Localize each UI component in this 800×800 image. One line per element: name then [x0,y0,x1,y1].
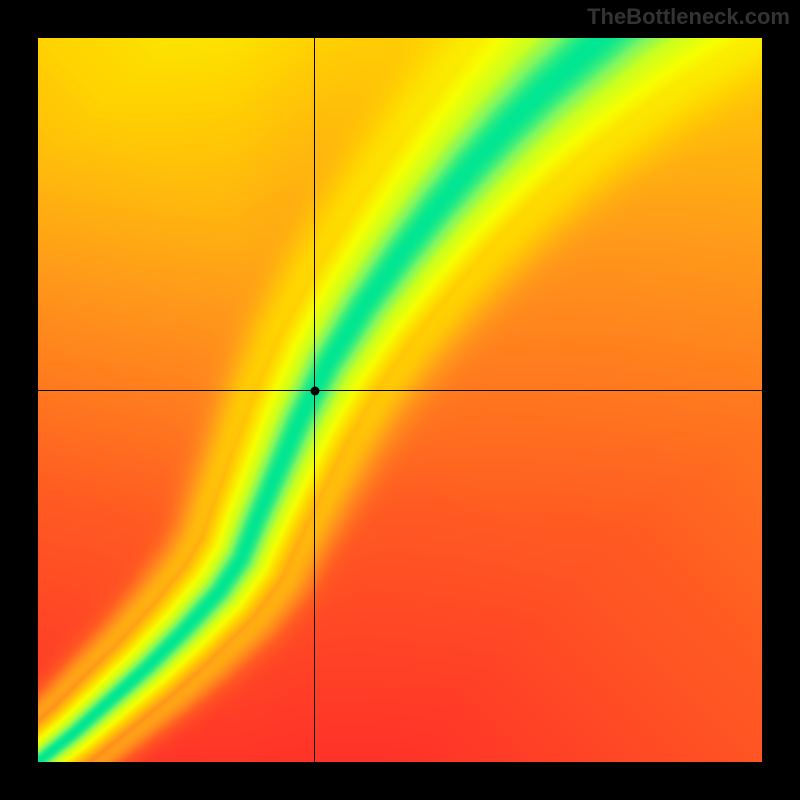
chart-container: TheBottleneck.com [0,0,800,800]
crosshair-marker [310,386,319,395]
crosshair-vertical [314,38,315,762]
watermark-text: TheBottleneck.com [587,4,790,30]
crosshair-horizontal [38,390,762,391]
heatmap-canvas [38,38,762,762]
plot-area [38,38,762,762]
